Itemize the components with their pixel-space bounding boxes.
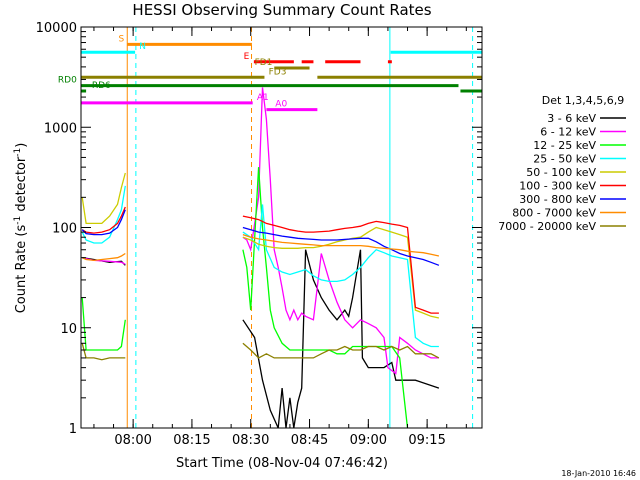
y-axis-label-sup2: -1 xyxy=(13,148,23,157)
legend-entry-label: 50 - 100 keV xyxy=(526,166,596,179)
y-tick-label: 10 xyxy=(60,322,77,337)
flag-label-a1: A1 xyxy=(257,93,269,103)
chart-title: HESSI Observing Summary Count Rates xyxy=(132,1,431,19)
y-tick-label: 1 xyxy=(69,422,77,437)
y-axis-label-end: ) xyxy=(14,143,29,148)
x-tick-label: 08:45 xyxy=(291,433,328,448)
timestamp: 18-Jan-2010 16:46 xyxy=(561,469,636,478)
x-tick-label: 09:15 xyxy=(408,433,445,448)
series-line-50-100-kev xyxy=(81,172,440,319)
flag-label-fd1: FD1 xyxy=(255,58,273,68)
legend-entry-label: 100 - 300 keV xyxy=(519,180,596,193)
series-line-300-800-kev xyxy=(81,209,440,266)
legend-entry-label: 3 - 6 keV xyxy=(547,112,596,125)
series-line-3-6-kev xyxy=(82,249,440,428)
flag-label-s: S xyxy=(119,34,125,44)
series-line-7000-20000-kev xyxy=(81,342,440,361)
flag-label-rd0: RD0 xyxy=(58,76,77,86)
legend-entry-label: 300 - 800 keV xyxy=(519,193,596,206)
y-tick-label: 1000 xyxy=(44,121,77,136)
y-axis-label-main: Count Rate (s xyxy=(14,225,29,314)
x-axis: 08:00 08:15 08:30 08:45 09:00 09:15 xyxy=(93,27,467,448)
legend-entry-label: 6 - 12 keV xyxy=(540,126,596,139)
y-axis-label-mid: detector xyxy=(14,156,29,216)
y-tick-label: 10000 xyxy=(36,21,77,36)
legend-title: Det 1,3,4,5,6,9 xyxy=(542,94,625,107)
x-tick-label: 08:15 xyxy=(173,433,210,448)
legend-entry-label: 25 - 50 keV xyxy=(533,153,596,166)
x-tick-label: 08:00 xyxy=(114,433,151,448)
flag-label-n: N xyxy=(139,42,146,52)
series-line-100-300-kev xyxy=(81,206,439,314)
series-line-25-50-kev xyxy=(81,185,439,348)
series-lines xyxy=(81,87,440,428)
y-axis-label: Count Rate (s-1 detector-1) xyxy=(13,143,29,314)
x-tick-label: 09:00 xyxy=(350,433,387,448)
series-line-12-25-kev xyxy=(81,167,409,428)
y-tick-label: 100 xyxy=(52,222,77,237)
y-axis: 1 10 100 1000 10000 xyxy=(36,21,482,437)
legend-entry-label: 12 - 25 keV xyxy=(533,139,596,152)
flag-label-fd3: FD3 xyxy=(269,67,287,77)
legend-entry-label: 7000 - 20000 keV xyxy=(498,220,596,233)
flag-label-rd6: RD6 xyxy=(92,81,111,91)
legend-entry-label: 800 - 7000 keV xyxy=(512,207,596,220)
y-axis-label-sup1: -1 xyxy=(13,216,23,225)
x-tick-label: 08:30 xyxy=(232,433,269,448)
series-line-800-7000-kev xyxy=(81,233,440,262)
flag-label-e: E xyxy=(244,52,250,62)
x-axis-label: Start Time (08-Nov-04 07:46:42) xyxy=(176,456,388,471)
flag-label-a0: A0 xyxy=(275,100,287,110)
vertical-markers xyxy=(126,27,474,428)
